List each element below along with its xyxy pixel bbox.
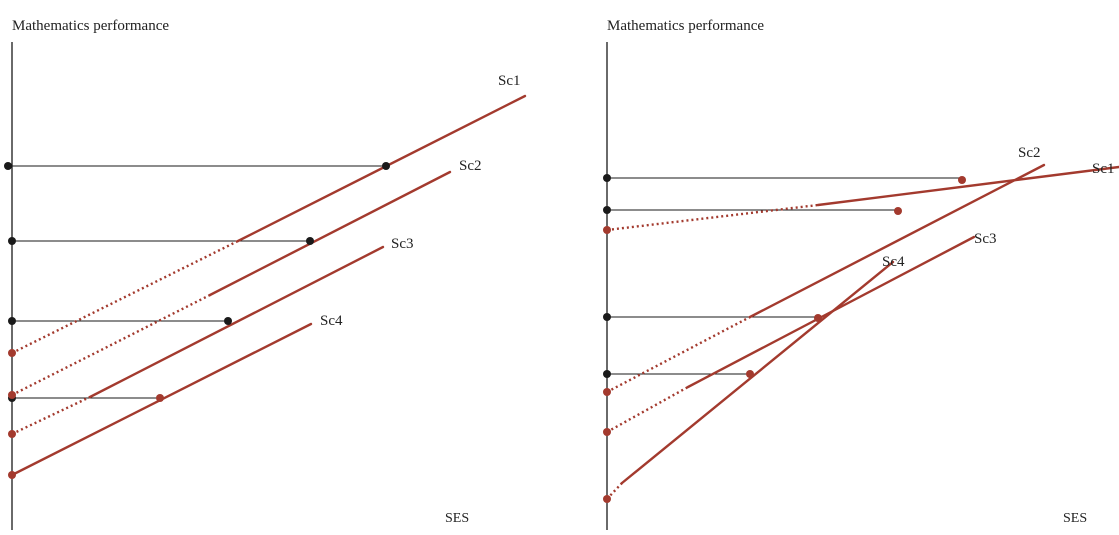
left-intersection-point-sc3 bbox=[224, 317, 232, 325]
left-sc3-dotted-extension bbox=[11, 395, 91, 436]
left-y-axis-label: Mathematics performance bbox=[12, 18, 169, 34]
left-label-sc3: Sc3 bbox=[391, 236, 414, 252]
left-sc1-dotted-extension bbox=[11, 239, 239, 355]
left-intersection-point-sc2 bbox=[306, 237, 314, 245]
right-axis-point-sc3 bbox=[603, 313, 611, 321]
right-intercept-sc4 bbox=[603, 495, 611, 503]
right-sc1-line bbox=[816, 165, 1119, 207]
right-y-axis-label: Mathematics performance bbox=[607, 18, 764, 34]
right-label-sc3: Sc3 bbox=[974, 231, 997, 247]
left-sc2-dotted-extension bbox=[11, 293, 211, 397]
right-sc1-dotted-extension bbox=[606, 203, 819, 232]
left-sc3-line bbox=[88, 245, 385, 399]
left-panel: Mathematics performance SES Sc1 Sc2 Sc3 … bbox=[4, 18, 527, 530]
right-intercept-sc1 bbox=[603, 226, 611, 234]
right-intersection-point-sc1 bbox=[958, 176, 966, 184]
left-intercept-sc4 bbox=[8, 471, 16, 479]
left-x-axis-label: SES bbox=[445, 511, 469, 526]
left-axis-point-sc3 bbox=[8, 317, 16, 325]
left-sc1-line bbox=[236, 94, 527, 243]
right-intersection-point-sc4 bbox=[746, 370, 754, 378]
right-panel: Mathematics performance SES Sc1 Sc2 Sc3 … bbox=[603, 18, 1119, 530]
left-axis-point-sc2 bbox=[8, 237, 16, 245]
right-axis-point-sc1 bbox=[603, 174, 611, 182]
left-intercept-sc3 bbox=[8, 430, 16, 438]
right-label-sc1: Sc1 bbox=[1092, 161, 1115, 177]
left-intercept-sc1 bbox=[8, 349, 16, 357]
right-axis-point-sc4 bbox=[603, 370, 611, 378]
right-x-axis-label: SES bbox=[1063, 511, 1087, 526]
left-label-sc1: Sc1 bbox=[498, 73, 521, 89]
right-axis-point-sc2 bbox=[603, 206, 611, 214]
right-sc2-dotted-extension bbox=[606, 315, 751, 394]
right-label-sc4: Sc4 bbox=[882, 254, 905, 270]
right-sc4-line bbox=[620, 260, 895, 485]
right-intersection-point-sc3 bbox=[814, 314, 822, 322]
right-intersection-point-sc2 bbox=[894, 207, 902, 215]
right-sc3-dotted-extension bbox=[606, 385, 689, 434]
right-sc2-line bbox=[748, 163, 1046, 319]
left-label-sc2: Sc2 bbox=[459, 158, 482, 174]
right-label-sc2: Sc2 bbox=[1018, 145, 1041, 161]
right-intercept-sc3 bbox=[603, 428, 611, 436]
left-intersection-point-sc4 bbox=[156, 394, 164, 402]
left-intersection-point-sc1 bbox=[382, 162, 390, 170]
right-sc4-dotted-extension bbox=[606, 482, 623, 500]
right-intercept-sc2 bbox=[603, 388, 611, 396]
left-axis-point-sc1 bbox=[4, 162, 12, 170]
left-intercept-sc2 bbox=[8, 391, 16, 399]
left-label-sc4: Sc4 bbox=[320, 313, 343, 329]
left-sc2-line bbox=[208, 170, 452, 297]
